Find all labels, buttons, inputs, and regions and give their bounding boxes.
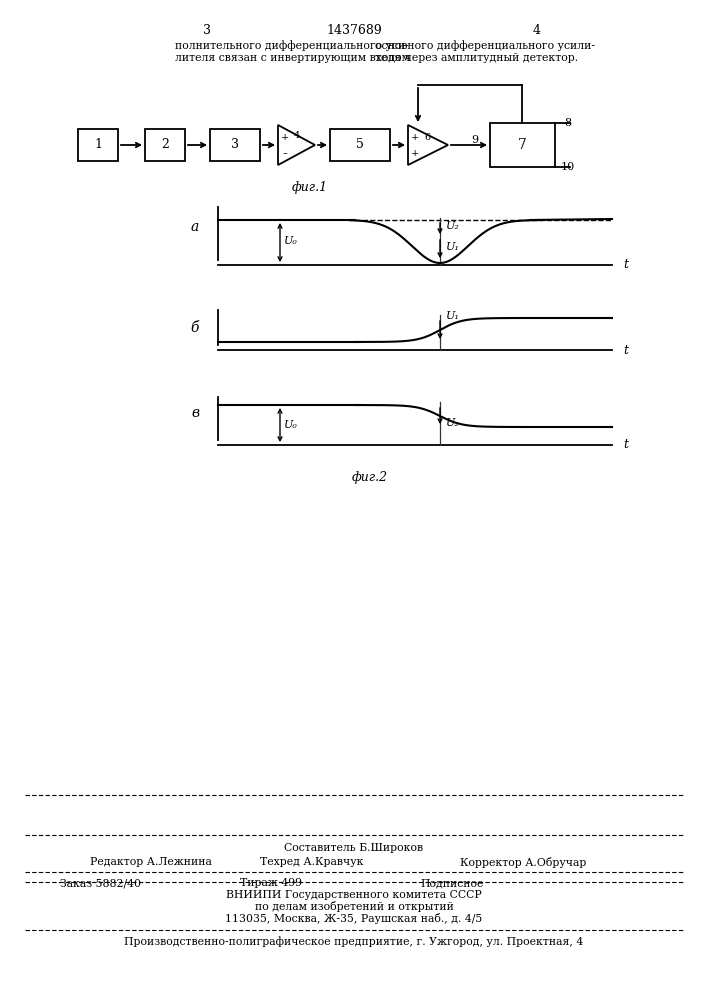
Text: 4: 4	[533, 23, 541, 36]
Bar	[145, 129, 185, 161]
Text: 113035, Москва, Ж-35, Раушская наб., д. 4/5: 113035, Москва, Ж-35, Раушская наб., д. …	[226, 914, 483, 924]
Text: основного дифференциального усили-: основного дифференциального усили-	[375, 41, 595, 51]
Bar	[210, 129, 260, 161]
Text: 8: 8	[564, 118, 571, 128]
Text: 7: 7	[518, 138, 527, 152]
Text: ВНИИПИ Государственного комитета СССР: ВНИИПИ Государственного комитета СССР	[226, 890, 482, 900]
Text: Заказ 5882/40: Заказ 5882/40	[60, 878, 141, 888]
Text: Тираж 499: Тираж 499	[240, 878, 302, 888]
Text: t: t	[624, 344, 629, 357]
Text: U₁: U₁	[446, 311, 460, 321]
Text: лителя связан с инвертирующим входом: лителя связан с инвертирующим входом	[175, 53, 410, 63]
Text: фиг.2: фиг.2	[352, 472, 388, 485]
Text: t: t	[624, 438, 629, 452]
Text: +: +	[411, 132, 419, 141]
Text: 5: 5	[356, 138, 364, 151]
Bar	[330, 129, 390, 161]
Text: -: -	[283, 147, 287, 161]
Text: Производственно-полиграфическое предприятие, г. Ужгород, ул. Проектная, 4: Производственно-полиграфическое предприя…	[124, 937, 583, 947]
Text: 3: 3	[203, 23, 211, 36]
Text: 1: 1	[94, 138, 102, 151]
Text: 6: 6	[424, 132, 430, 141]
Text: Техред А.Кравчук: Техред А.Кравчук	[260, 857, 363, 867]
Text: фиг.1: фиг.1	[292, 182, 328, 194]
Text: Корректор А.Обручар: Корректор А.Обручар	[460, 856, 586, 867]
Text: в: в	[191, 406, 199, 420]
Text: по делам изобретений и открытий: по делам изобретений и открытий	[255, 902, 453, 912]
Text: U₁: U₁	[446, 242, 460, 252]
Bar	[490, 123, 555, 167]
Text: 9: 9	[472, 135, 479, 145]
Text: Составитель Б.Широков: Составитель Б.Широков	[284, 843, 423, 853]
Text: U₂: U₂	[446, 221, 460, 231]
Text: +: +	[411, 149, 419, 158]
Text: U₀: U₀	[284, 420, 298, 430]
Text: 3: 3	[231, 138, 239, 151]
Text: 4: 4	[294, 131, 300, 140]
Text: Подписное: Подписное	[420, 878, 484, 888]
Bar	[78, 129, 118, 161]
Text: а: а	[191, 220, 199, 234]
Text: Редактор А.Лежнина: Редактор А.Лежнина	[90, 857, 212, 867]
Text: 1437689: 1437689	[326, 23, 382, 36]
Text: U₂: U₂	[446, 418, 460, 428]
Text: 2: 2	[161, 138, 169, 151]
Text: теля через амплитудный детектор.: теля через амплитудный детектор.	[375, 53, 578, 63]
Text: U₀: U₀	[284, 236, 298, 246]
Text: б: б	[191, 321, 199, 335]
Text: +: +	[281, 132, 289, 141]
Text: полнительного дифференциального уси-: полнительного дифференциального уси-	[175, 41, 409, 51]
Text: t: t	[624, 258, 629, 271]
Text: 10: 10	[561, 162, 575, 172]
